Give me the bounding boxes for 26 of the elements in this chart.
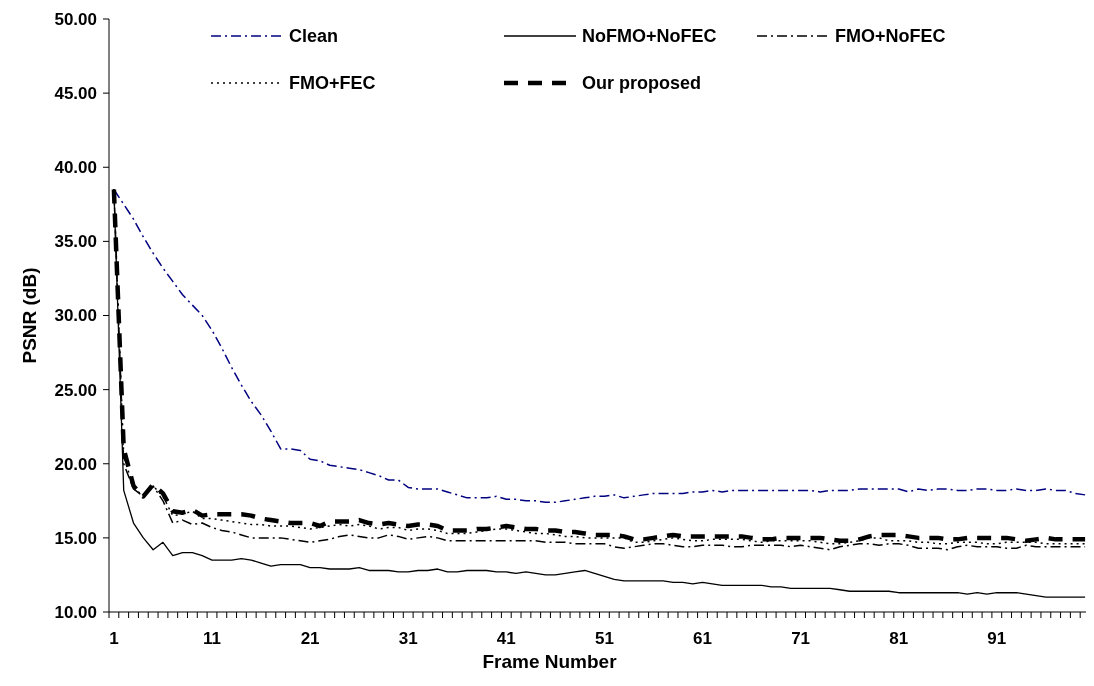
x-tick-label: 41 bbox=[496, 629, 516, 648]
x-tick-label: 51 bbox=[594, 629, 614, 648]
x-tick-label: 71 bbox=[791, 629, 811, 648]
x-axis-title: Frame Number bbox=[482, 651, 618, 672]
x-tick-label: 61 bbox=[693, 629, 712, 648]
y-tick-label: 35.00 bbox=[54, 232, 97, 252]
y-tick-label: 45.00 bbox=[54, 84, 97, 104]
y-tick-label: 30.00 bbox=[54, 306, 97, 326]
legend-label: Clean bbox=[289, 26, 339, 47]
x-tick-label: 31 bbox=[398, 629, 418, 648]
x-tick-label: 91 bbox=[987, 629, 1007, 648]
legend-label: FMO+FEC bbox=[289, 73, 376, 94]
y-tick-label: 15.00 bbox=[54, 528, 97, 548]
legend-label: NoFMO+NoFEC bbox=[582, 26, 717, 47]
y-tick-label: 20.00 bbox=[54, 454, 97, 474]
y-tick-label: 10.00 bbox=[54, 602, 97, 622]
y-tick-label: 25.00 bbox=[54, 380, 97, 400]
y-tick-label: 50.00 bbox=[54, 9, 97, 29]
x-tick-label: 11 bbox=[203, 629, 221, 648]
y-axis-title: PSNR (dB) bbox=[19, 267, 40, 364]
x-tick-label: 1 bbox=[109, 629, 119, 648]
legend-label: Our proposed bbox=[582, 73, 702, 94]
legend-label: FMO+NoFEC bbox=[835, 26, 946, 47]
x-tick-label: 21 bbox=[300, 629, 320, 648]
x-tick-label: 81 bbox=[889, 629, 909, 648]
y-tick-label: 40.00 bbox=[54, 158, 97, 178]
